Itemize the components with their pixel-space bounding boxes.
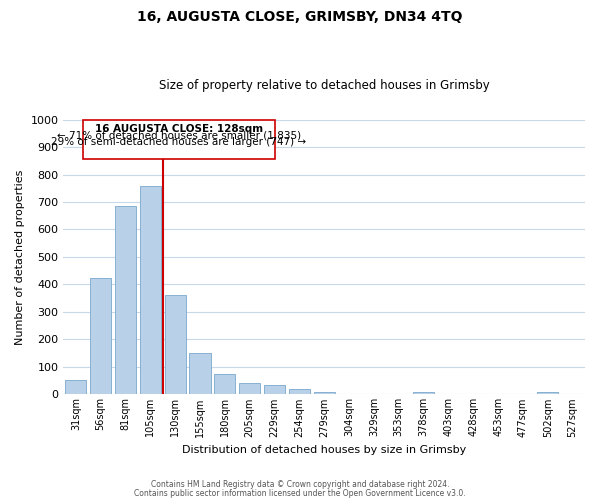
Bar bbox=[164, 295, 186, 394]
Text: ← 71% of detached houses are smaller (1,835): ← 71% of detached houses are smaller (1,… bbox=[57, 130, 301, 140]
Bar bbox=[413, 392, 434, 394]
Bar bbox=[190, 352, 211, 395]
Bar bbox=[90, 278, 111, 394]
Title: Size of property relative to detached houses in Grimsby: Size of property relative to detached ho… bbox=[159, 79, 490, 92]
Text: Contains public sector information licensed under the Open Government Licence v3: Contains public sector information licen… bbox=[134, 488, 466, 498]
FancyBboxPatch shape bbox=[83, 120, 275, 158]
Bar bbox=[537, 392, 558, 394]
Text: 29% of semi-detached houses are larger (747) →: 29% of semi-detached houses are larger (… bbox=[52, 138, 307, 147]
Bar bbox=[65, 380, 86, 394]
Bar bbox=[115, 206, 136, 394]
X-axis label: Distribution of detached houses by size in Grimsby: Distribution of detached houses by size … bbox=[182, 445, 466, 455]
Bar bbox=[314, 392, 335, 394]
Text: Contains HM Land Registry data © Crown copyright and database right 2024.: Contains HM Land Registry data © Crown c… bbox=[151, 480, 449, 489]
Bar bbox=[264, 386, 285, 394]
Bar bbox=[214, 374, 235, 394]
Y-axis label: Number of detached properties: Number of detached properties bbox=[15, 170, 25, 344]
Bar bbox=[140, 186, 161, 394]
Bar bbox=[239, 384, 260, 394]
Text: 16, AUGUSTA CLOSE, GRIMSBY, DN34 4TQ: 16, AUGUSTA CLOSE, GRIMSBY, DN34 4TQ bbox=[137, 10, 463, 24]
Text: 16 AUGUSTA CLOSE: 128sqm: 16 AUGUSTA CLOSE: 128sqm bbox=[95, 124, 263, 134]
Bar bbox=[289, 390, 310, 394]
